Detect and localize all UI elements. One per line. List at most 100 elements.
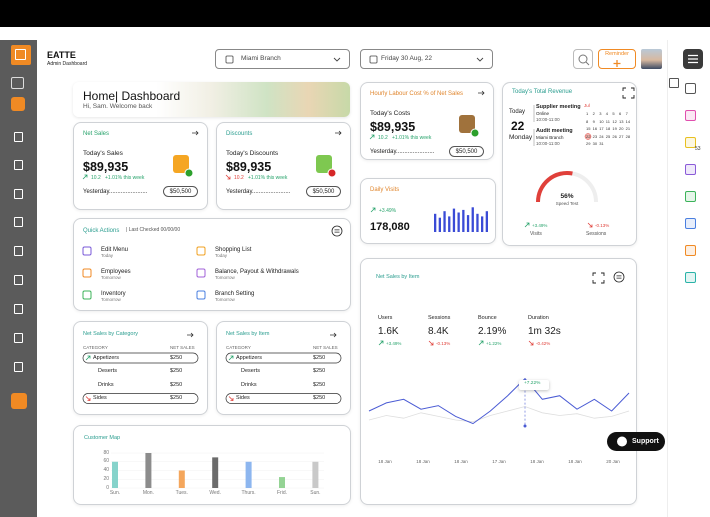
row-pill [225, 352, 342, 364]
nav-icon[interactable] [14, 132, 23, 142]
calendar-day: 22 [586, 133, 591, 139]
side-icon[interactable] [685, 164, 696, 175]
event-place: Miami Branch [536, 134, 564, 140]
stat-change: -0.42% [536, 340, 551, 346]
action-sub: Today [215, 252, 228, 258]
nav-icon[interactable] [14, 217, 23, 227]
change: 10.2 [234, 174, 244, 181]
stat-label: Sessions [428, 315, 451, 321]
calendar-day: 16 [592, 126, 598, 131]
calendar-day: 26 [612, 133, 617, 139]
calendar-day: 7 [625, 111, 628, 116]
stat-change: -0.13% [436, 340, 451, 346]
nav-icon[interactable] [14, 275, 23, 285]
banner: Home| Dashboard Hi, Sam. Welcome back [73, 82, 350, 117]
event-place: Online [536, 110, 550, 116]
value: $89,935 [226, 160, 272, 174]
avatar[interactable] [641, 49, 662, 69]
nav-icon[interactable] [14, 189, 23, 199]
calendar-day: 23 [592, 133, 598, 139]
menu-lines [616, 275, 622, 279]
revenue-card: Today's Total Revenue Today 22 Monday Suppli… [502, 82, 637, 246]
visits-label: Visits [530, 231, 542, 237]
nav-icon[interactable] [14, 246, 23, 256]
label: Today's Discounts [226, 150, 279, 157]
nav-icon[interactable] [14, 160, 23, 170]
value: $89,935 [370, 120, 416, 134]
row-name: Sides [236, 395, 250, 401]
side-icon[interactable] [685, 218, 696, 229]
x-label: 18 Jan [454, 459, 468, 464]
change: 10.2 [378, 134, 388, 141]
add-button[interactable] [11, 393, 27, 409]
column-header: NET SALES [170, 345, 195, 350]
pill-value: $50,500 [312, 189, 335, 195]
event-title: Audit meeting [536, 128, 573, 134]
action-sub: Today [101, 252, 114, 258]
calendar-day: 11 [605, 118, 610, 124]
card-title: Today's Total Revenue [512, 89, 573, 95]
row-value: $250 [313, 395, 326, 401]
action-icon [82, 246, 92, 256]
action-icon [82, 290, 92, 300]
expand-button[interactable] [669, 78, 679, 88]
date-select[interactable]: Friday 30 Aug, 22 [360, 49, 493, 69]
card-graphics [82, 332, 199, 404]
card-icon [173, 155, 189, 173]
collapse-button[interactable] [11, 77, 24, 89]
bar [245, 461, 252, 488]
row-value: $250 [170, 354, 183, 361]
side-icon[interactable] [685, 137, 696, 148]
bar [457, 212, 460, 232]
y-tick-label: 60 [103, 458, 109, 465]
calendar-day: 19 [612, 126, 617, 131]
x-tick-label: Sun. [310, 490, 321, 496]
column-header: CATEGORY [83, 345, 108, 350]
footer: Yesterday....................... [370, 149, 435, 155]
sessions-change: -0.13% [595, 222, 610, 228]
tooltip-text: +7.22% [524, 381, 541, 387]
visits-change: +3.49% [532, 222, 548, 228]
nav-icon[interactable] [14, 333, 23, 343]
home-button[interactable] [11, 97, 25, 111]
bar [434, 213, 437, 232]
stat-value: 8.4K [428, 326, 449, 337]
bar [438, 217, 441, 232]
nav-icon[interactable] [14, 304, 23, 314]
card-graphics [369, 90, 485, 140]
sales_by_item-card: Net Sales by Item CATEGORY NET SALES Appeti… [216, 321, 351, 415]
support-button[interactable]: Support [607, 432, 665, 451]
trend-icon [85, 396, 91, 401]
side-icon[interactable] [685, 110, 696, 121]
nav-icon[interactable] [14, 362, 23, 372]
card-graphics [225, 332, 342, 404]
branch-text: Miami Branch [241, 55, 281, 62]
y-tick-label: 0 [106, 484, 109, 491]
action-label: Employees [101, 268, 131, 275]
arrow-icon [192, 130, 199, 136]
menu-button[interactable] [683, 49, 703, 69]
calendar-day: 18 [605, 126, 611, 131]
bar [476, 213, 479, 232]
action-sub: Tomorrow [101, 274, 121, 280]
branch-select[interactable]: Miami Branch [215, 49, 350, 69]
reminder-button[interactable]: Reminder [598, 49, 636, 69]
last-checked: | Last Checked 00/00/00 [126, 227, 181, 233]
side-icon[interactable] [685, 245, 696, 256]
stat-label: Users [378, 315, 393, 321]
logo[interactable] [11, 45, 31, 65]
search-button[interactable] [573, 49, 593, 69]
calendar-day: 5 [612, 111, 615, 116]
row-value: $250 [313, 368, 326, 374]
side-icon[interactable] [685, 191, 696, 202]
trend-icon [228, 396, 234, 401]
calendar-day: 3 [599, 111, 602, 116]
bar [466, 215, 470, 232]
side-icon[interactable] [685, 272, 696, 283]
month: Jul [584, 103, 590, 108]
calendar-day: 8 [586, 118, 589, 124]
label: Today's Sales [83, 150, 123, 157]
row-name: Drinks [98, 381, 114, 388]
side-icon[interactable] [685, 83, 696, 94]
